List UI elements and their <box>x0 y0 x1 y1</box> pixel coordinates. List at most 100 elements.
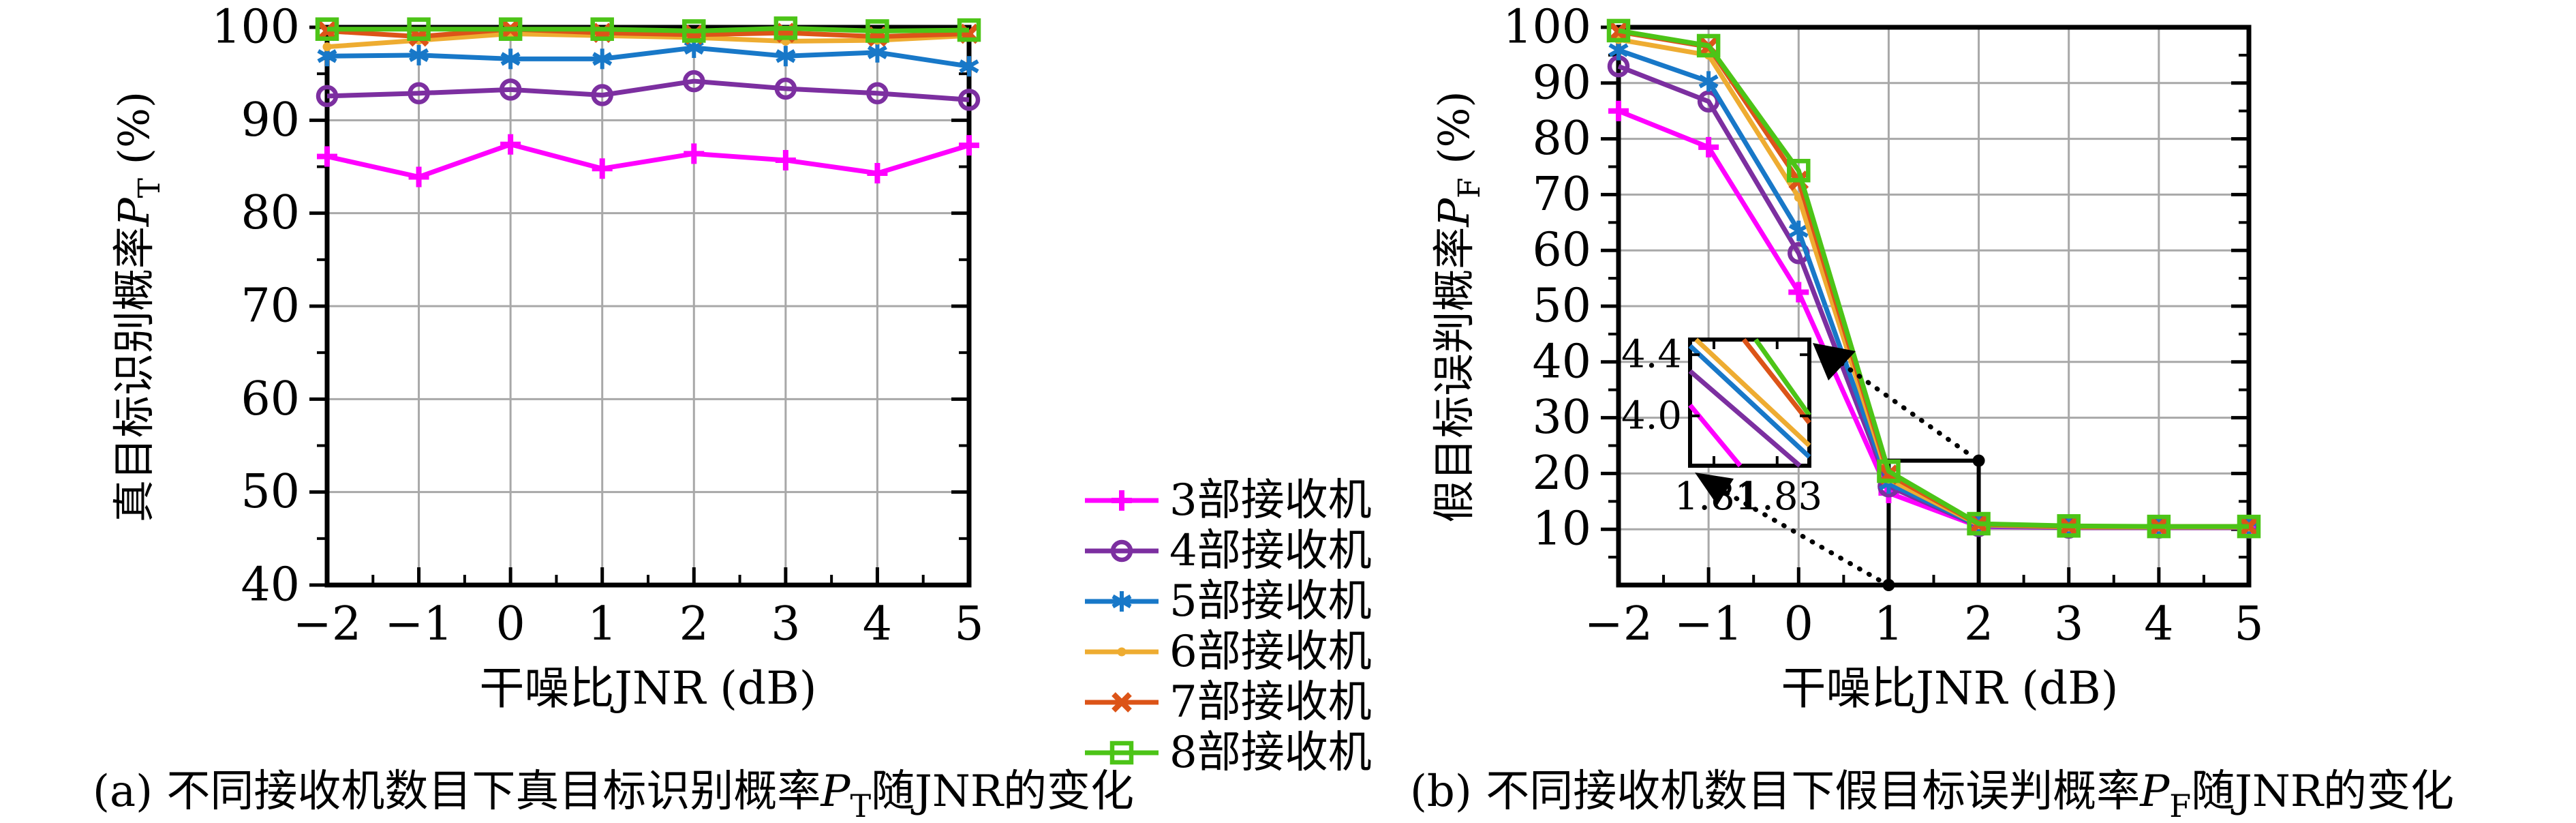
plus-marker-icon <box>1788 282 1809 303</box>
y-tick-label: 60 <box>1532 224 1591 278</box>
plus-marker-icon <box>1608 100 1629 121</box>
asterisk-marker-icon <box>1111 591 1132 612</box>
legend-label-7-receivers: 7部接收机 <box>1169 677 1372 728</box>
circle-marker-icon <box>591 84 613 106</box>
x-tick-label: −2 <box>1584 597 1653 651</box>
y-tick-label: 100 <box>211 1 300 55</box>
circle-marker-icon <box>499 78 522 101</box>
series-line-8-receivers <box>1618 28 2249 529</box>
inset-series-line <box>1688 369 1802 468</box>
circle-marker-icon <box>408 82 430 105</box>
dot-marker-icon <box>322 42 332 52</box>
chart-a-true-target-recognition: 40 50 60 70 80 90 100 −2 −1 0 1 2 3 4 5 真目标识别概率PT (%) <box>109 1 984 652</box>
legend-label-5-receivers: 5部接收机 <box>1169 576 1372 627</box>
plus-marker-icon <box>775 149 796 170</box>
arrowhead-icon <box>1813 343 1856 380</box>
square-marker-icon <box>1109 740 1134 765</box>
asterisk-marker-icon <box>409 44 429 65</box>
square-marker-icon <box>1967 511 1991 536</box>
x-tick-label: 3 <box>2054 597 2083 651</box>
yaxis-title: 假目标误判概率PF (%) <box>1429 91 1487 522</box>
xaxis-title-chart-b: 干噪比JNR (dB) <box>1781 662 2118 715</box>
square-marker-icon <box>2147 514 2171 539</box>
circle-marker-icon <box>957 89 981 111</box>
circle-marker-icon <box>316 85 339 108</box>
legend-label-4-receivers: 4部接收机 <box>1169 526 1372 576</box>
series-line-5-receivers <box>326 45 970 69</box>
x-tick-label: 0 <box>1784 597 1813 651</box>
y-tick-label: 80 <box>1532 112 1591 166</box>
circle-marker-icon <box>1697 90 1720 113</box>
circle-marker-icon <box>1110 539 1133 563</box>
square-marker-icon <box>682 19 706 43</box>
annotations-layer: 4.4 4.0 1.811.83 <box>1621 333 1985 591</box>
square-marker-icon <box>957 18 981 42</box>
square-marker-icon <box>865 19 889 43</box>
y-tick-label: 90 <box>1532 56 1591 110</box>
x-marker-icon <box>1111 692 1132 713</box>
square-marker-icon <box>773 16 798 40</box>
x-tick-label: 2 <box>1964 597 1993 651</box>
x-tick-label: 1 <box>587 597 617 651</box>
square-marker-icon <box>1696 33 1721 58</box>
circle-marker-icon <box>774 77 797 100</box>
y-tick-label: 70 <box>241 280 300 333</box>
subfigure-caption: (a) 不同接收机数目下真目标识别概率PT随JNR的变化 <box>93 766 1134 823</box>
inset-series-line <box>1753 338 1811 417</box>
asterisk-marker-icon <box>776 46 796 67</box>
subfigure-caption: (b) 不同接收机数目下假目标误判概率PF随JNR的变化 <box>1410 766 2454 823</box>
plus-marker-icon <box>317 146 337 167</box>
y-tick-label: 90 <box>241 93 300 147</box>
square-marker-icon <box>407 17 431 41</box>
y-tick-label: 80 <box>241 186 300 240</box>
square-marker-icon <box>315 17 339 41</box>
plus-marker-icon <box>408 166 429 188</box>
inset-y-tick-label: 4.4 <box>1621 333 1682 377</box>
xaxis-title-chart-a: 干噪比JNR (dB) <box>479 662 816 715</box>
circle-marker-icon <box>866 82 889 105</box>
asterisk-marker-icon <box>1698 71 1719 92</box>
asterisk-marker-icon <box>959 56 979 77</box>
square-marker-icon <box>1787 158 1811 183</box>
rect-corner-dot <box>1882 579 1895 591</box>
legend-label-3-receivers: 3部接收机 <box>1169 475 1372 526</box>
x-tick-label: 4 <box>863 597 892 651</box>
x-tick-label: 5 <box>954 597 983 651</box>
x-tick-label: 5 <box>2234 597 2263 651</box>
y-tick-label: 40 <box>241 558 300 612</box>
zoom-connector-dotted-line <box>1839 361 1974 458</box>
x-tick-label: 0 <box>496 597 525 651</box>
x-tick-label: −2 <box>293 597 361 651</box>
square-marker-icon <box>498 17 523 41</box>
plus-marker-icon <box>592 158 613 179</box>
square-marker-icon <box>2057 514 2081 538</box>
asterisk-marker-icon <box>592 48 613 70</box>
series-line-4-receivers <box>326 78 970 102</box>
x-tick-label: −1 <box>1674 597 1743 651</box>
legend-label-8-receivers: 8部接收机 <box>1169 728 1372 778</box>
inset-x-tick-label: 1.83 <box>1737 475 1822 519</box>
x-tick-label: 4 <box>2144 597 2173 651</box>
y-tick-label: 50 <box>241 465 300 519</box>
square-marker-icon <box>1606 18 1631 43</box>
x-tick-label: 2 <box>679 597 709 651</box>
rect-corner-dot <box>1972 454 1985 467</box>
x-tick-label: 1 <box>1874 597 1903 651</box>
yaxis-title: 真目标识别概率PT (%) <box>109 91 167 522</box>
y-tick-label: 60 <box>241 372 300 426</box>
y-tick-label: 30 <box>1532 391 1591 445</box>
circle-marker-icon <box>683 70 705 93</box>
inset-y-tick-label: 4.0 <box>1621 393 1682 438</box>
legend-label-6-receivers: 6部接收机 <box>1169 627 1372 677</box>
plus-marker-icon <box>867 163 888 184</box>
series-line-7-receivers <box>326 27 970 40</box>
y-tick-label: 40 <box>1532 335 1591 389</box>
square-marker-icon <box>590 17 614 41</box>
inset-x-tick-label: 1.81 <box>1674 475 1760 519</box>
plus-marker-icon <box>1698 136 1719 158</box>
plus-marker-icon <box>684 143 705 164</box>
square-marker-icon <box>1877 459 1901 483</box>
